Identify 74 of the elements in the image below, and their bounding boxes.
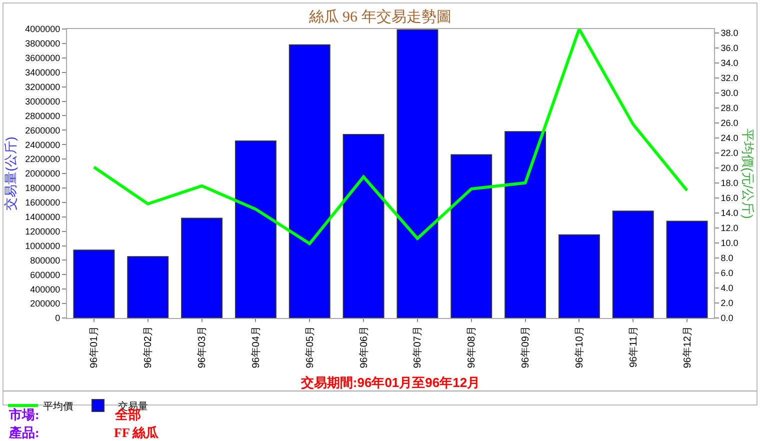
y-tick-label: 600000 [30,270,60,280]
y2-tick-label: 28.0 [720,102,738,113]
y2-tick-label: 16.0 [720,193,738,204]
y-tick-label: 2400000 [25,140,60,150]
y-tick-label: 3600000 [25,53,60,64]
text: FF 絲瓜 [114,425,160,440]
bar [127,256,169,318]
y-tick-label: 1800000 [25,183,60,194]
y2-tick-label: 4.0 [720,283,734,294]
y2-tick-label: 36.0 [720,42,738,53]
bar [450,154,492,318]
x-tick-label: 96年09月 [520,326,532,368]
bar [181,218,223,318]
x-tick-label: 96年02月 [142,326,154,368]
text: 產品: [8,425,40,440]
y-tick-label: 1200000 [25,226,60,236]
bar [73,250,115,318]
y-tick-label: 1400000 [25,212,60,222]
y-tick-label: 3000000 [25,96,60,106]
y2-axis-title: 平均價(元/公斤) [740,128,756,219]
bar [504,131,546,318]
bar [396,29,438,318]
y-tick-label: 4000000 [25,24,60,34]
y-tick-label: 800000 [30,255,60,266]
y-tick-label: 3400000 [25,68,60,78]
y-tick-label: 1000000 [25,240,60,251]
x-axis-title: 交易期間:96年01月至96年12月 [300,374,480,390]
x-tick-label: 96年10月 [573,326,586,368]
y2-tick-label: 12.0 [720,223,738,234]
y-tick-label: 1600000 [25,198,60,208]
bar [612,210,654,318]
bar [234,140,276,318]
bar [558,234,600,318]
y-tick-label: 2000000 [25,168,60,179]
x-tick-label: 96年12月 [681,326,694,368]
x-tick-label: 96年05月 [304,326,316,368]
y-tick-label: 3800000 [25,38,60,49]
y2-tick-label: 38.0 [720,28,738,38]
y-tick-label: 2600000 [25,125,60,136]
y2-tick-label: 22.0 [720,148,738,158]
y2-tick-label: 0.0 [720,313,734,324]
y2-tick-label: 24.0 [720,132,738,143]
line-series [92,29,689,246]
y2-tick-label: 18.0 [720,178,738,188]
y2-tick-label: 14.0 [720,208,738,218]
bar [342,134,384,318]
y2-tick-label: 32.0 [720,72,738,83]
y2-tick-label: 30.0 [720,88,738,98]
y-tick-label: 2200000 [25,154,60,164]
chart-title: 絲瓜 96 年交易走勢圖 [308,8,452,26]
x-tick-label: 96年04月 [250,326,262,368]
legend-label: 平均價 [43,400,73,412]
x-tick-label: 96年01月 [88,326,100,368]
y2-tick-label: 20.0 [720,163,738,174]
y-axis-title: 交易量(公斤) [3,136,18,210]
x-tick-label: 96年11月 [627,326,640,368]
y-tick-label: 400000 [30,284,60,294]
x-tick-label: 96年06月 [358,326,370,368]
x-tick-label: 96年03月 [196,326,208,368]
x-tick-label: 96年08月 [466,326,478,368]
y-tick-label: 3200000 [25,82,60,92]
y2-tick-label: 6.0 [720,268,734,278]
y2-tick-label: 8.0 [720,253,734,264]
text: 市場: [8,407,40,422]
bar [288,44,330,318]
y2-tick-label: 26.0 [720,118,738,128]
bar [666,220,708,318]
y2-tick-label: 2.0 [720,298,734,308]
y-tick-label: 2800000 [25,110,60,121]
y-tick-label: 200000 [30,298,60,309]
x-tick-label: 96年07月 [412,326,424,368]
y2-tick-label: 34.0 [720,58,738,68]
y-tick-label: 0 [55,313,60,324]
y2-tick-label: 10.0 [720,238,738,248]
